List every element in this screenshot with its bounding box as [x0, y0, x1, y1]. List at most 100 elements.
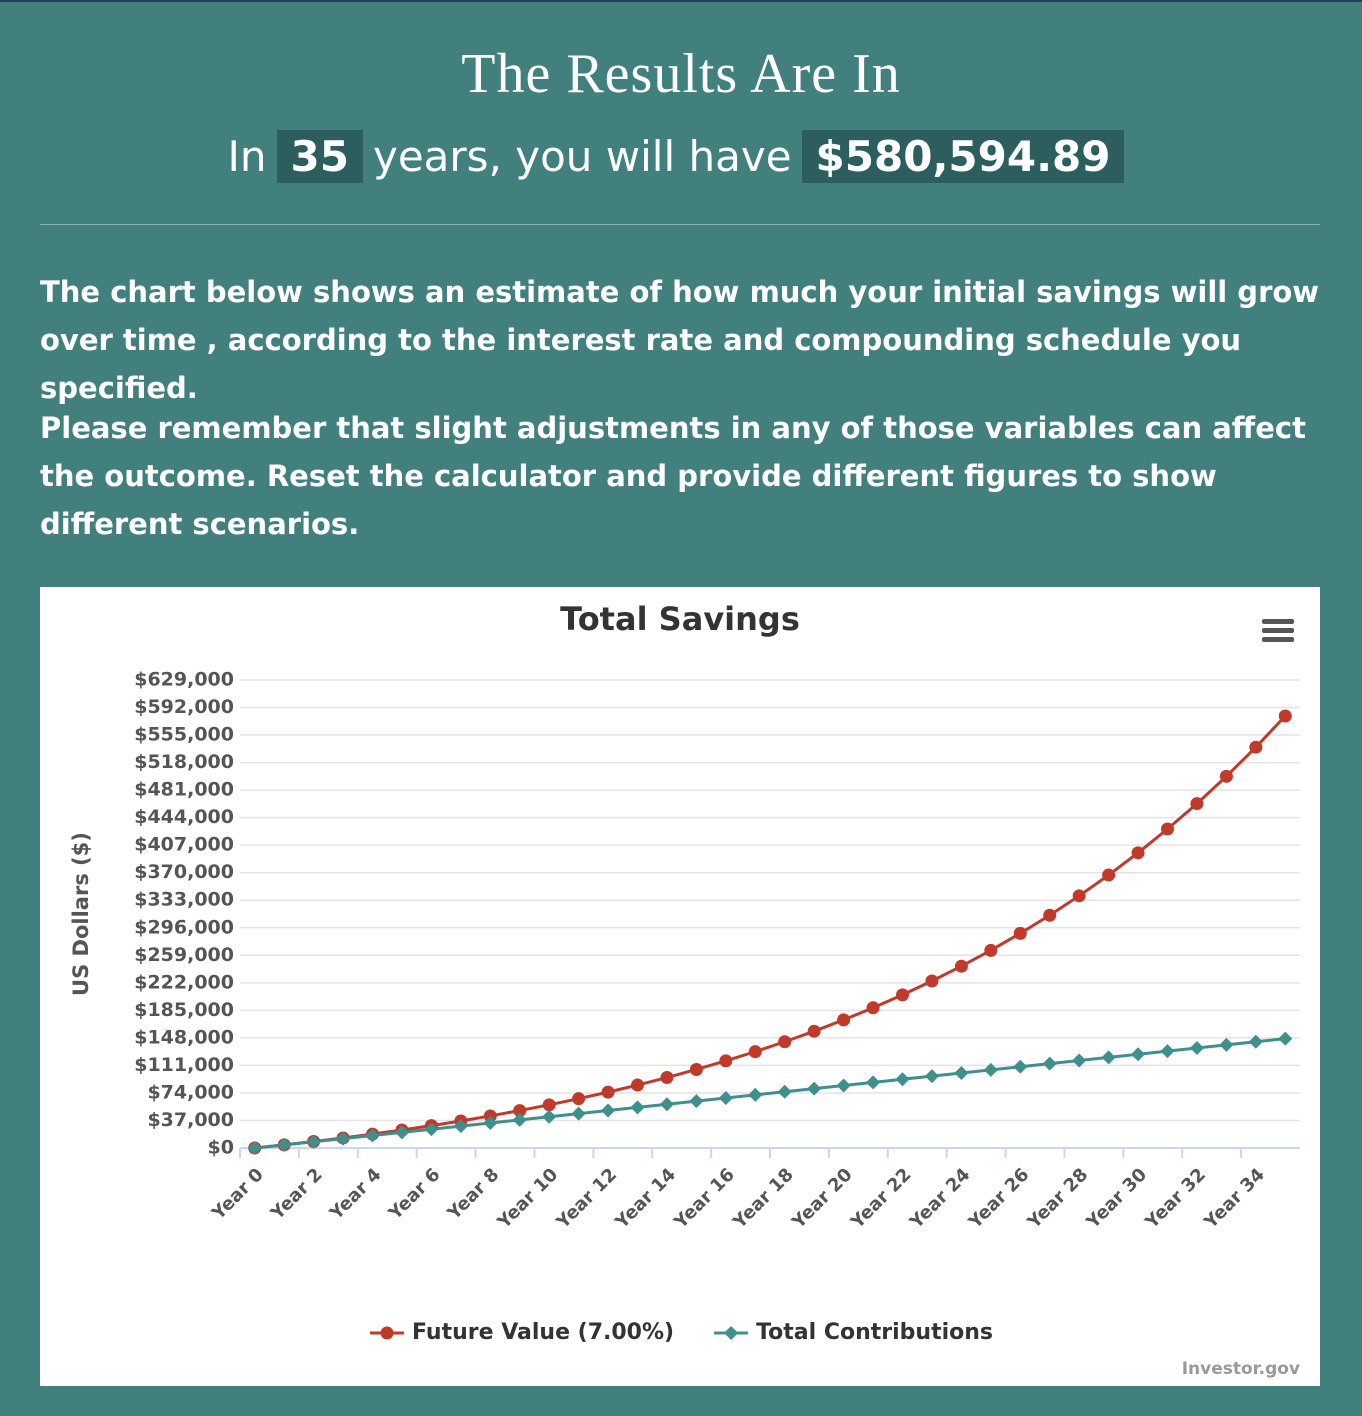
point: [925, 974, 939, 988]
y-tick-label: $148,000: [134, 1026, 234, 1048]
point: [1160, 1044, 1175, 1059]
point: [778, 1035, 792, 1049]
point: [1131, 846, 1145, 860]
point: [336, 1131, 351, 1146]
point: [1219, 1037, 1234, 1052]
point: [424, 1122, 439, 1137]
point: [1189, 1041, 1204, 1056]
point: [954, 959, 968, 973]
point: [483, 1116, 498, 1131]
menu-button[interactable]: [1260, 617, 1296, 643]
point: [1131, 1047, 1146, 1062]
point: [631, 1078, 644, 1092]
y-tick-label: $407,000: [134, 834, 234, 856]
point: [837, 1013, 851, 1027]
y-tick-label: $259,000: [134, 944, 234, 966]
x-tick-label: Year 10: [493, 1164, 562, 1233]
x-tick-label: Year 34: [1200, 1164, 1269, 1233]
x-tick-label: Year 12: [552, 1164, 621, 1233]
y-tick-label: $74,000: [147, 1081, 234, 1103]
summary-prefix: In: [227, 132, 267, 181]
point: [689, 1062, 703, 1076]
x-tick-label: Year 24: [905, 1164, 974, 1233]
point: [895, 1072, 910, 1087]
y-tick-label: $444,000: [134, 806, 234, 828]
point: [306, 1134, 321, 1149]
point: [1249, 740, 1263, 754]
x-tick-label: Year 2: [266, 1164, 326, 1224]
point: [365, 1128, 380, 1143]
x-tick-label: Year 8: [443, 1164, 503, 1224]
point: [1101, 1050, 1116, 1065]
x-tick-label: Year 26: [964, 1164, 1033, 1233]
title: The Results Are In: [461, 43, 901, 105]
point: [277, 1137, 292, 1152]
x-tick-label: Year 0: [207, 1164, 267, 1224]
summary-years: 35: [276, 130, 363, 183]
legend-item[interactable]: Total Contributions: [714, 1320, 993, 1345]
x-tick-label: Year 20: [787, 1164, 856, 1233]
y-tick-label: $222,000: [134, 971, 234, 993]
point: [1043, 908, 1057, 922]
point: [571, 1106, 586, 1121]
point: [1248, 1034, 1263, 1049]
y-tick-label: $370,000: [134, 861, 234, 883]
point: [748, 1045, 762, 1059]
series-line: [254, 714, 1287, 1150]
point: [807, 1024, 821, 1038]
x-tick-label: Year 18: [729, 1164, 798, 1233]
y-tick-label: $296,000: [134, 916, 234, 938]
point: [1072, 1053, 1087, 1068]
divider: [40, 224, 1320, 225]
chart: Total Savings US Dollars ($) Investor.go…: [40, 587, 1320, 1386]
legend-label: Total Contributions: [756, 1320, 993, 1345]
point: [1102, 868, 1116, 882]
point: [1190, 797, 1204, 811]
point: [1013, 1059, 1028, 1074]
x-tick-label: Year 22: [846, 1164, 915, 1233]
menu-bar: [1262, 619, 1294, 624]
y-axis-label: US Dollars ($): [69, 832, 93, 996]
point: [689, 1094, 704, 1109]
legend-label: Future Value (7.00%): [412, 1320, 674, 1345]
point: [660, 1071, 674, 1085]
point: [394, 1125, 409, 1140]
chart-title: Total Savings: [560, 600, 800, 638]
point: [748, 1087, 763, 1102]
point: [542, 1109, 557, 1124]
point: [984, 943, 998, 957]
y-tick-label: $185,000: [134, 999, 234, 1021]
point: [719, 1054, 733, 1068]
summary-middle: years, you will have: [372, 132, 792, 181]
y-tick-label: $629,000: [134, 669, 234, 691]
y-tick-label: $37,000: [147, 1109, 234, 1131]
x-tick-label: Year 16: [670, 1164, 739, 1233]
x-tick-label: Year 6: [384, 1164, 444, 1224]
y-tick-label: $111,000: [134, 1054, 234, 1076]
menu-bar: [1262, 637, 1294, 642]
summary: In 35 years, you will have $580,594.89: [0, 130, 1362, 183]
point: [1278, 709, 1292, 723]
point: [1072, 889, 1086, 903]
point: [866, 1075, 881, 1090]
point: [513, 1104, 527, 1118]
point: [718, 1091, 733, 1106]
x-tick-label: Year 28: [1023, 1164, 1092, 1233]
point: [542, 1098, 556, 1112]
credit[interactable]: Investor.gov: [1182, 1359, 1300, 1379]
x-tick-label: Year 30: [1082, 1164, 1151, 1233]
paragraph: Please remember that slight adjustments …: [40, 411, 1306, 541]
point: [983, 1062, 998, 1077]
y-tick-label: $333,000: [134, 889, 234, 911]
x-tick-label: Year 4: [325, 1164, 385, 1224]
y-tick-label: $518,000: [134, 751, 234, 773]
y-tick-label: $555,000: [134, 724, 234, 746]
point: [896, 988, 909, 1002]
point: [866, 1001, 880, 1015]
x-tick-label: Year 14: [611, 1164, 680, 1233]
point: [601, 1085, 615, 1099]
point: [572, 1092, 586, 1106]
point: [512, 1112, 527, 1127]
legend-item[interactable]: Future Value (7.00%): [370, 1320, 674, 1345]
